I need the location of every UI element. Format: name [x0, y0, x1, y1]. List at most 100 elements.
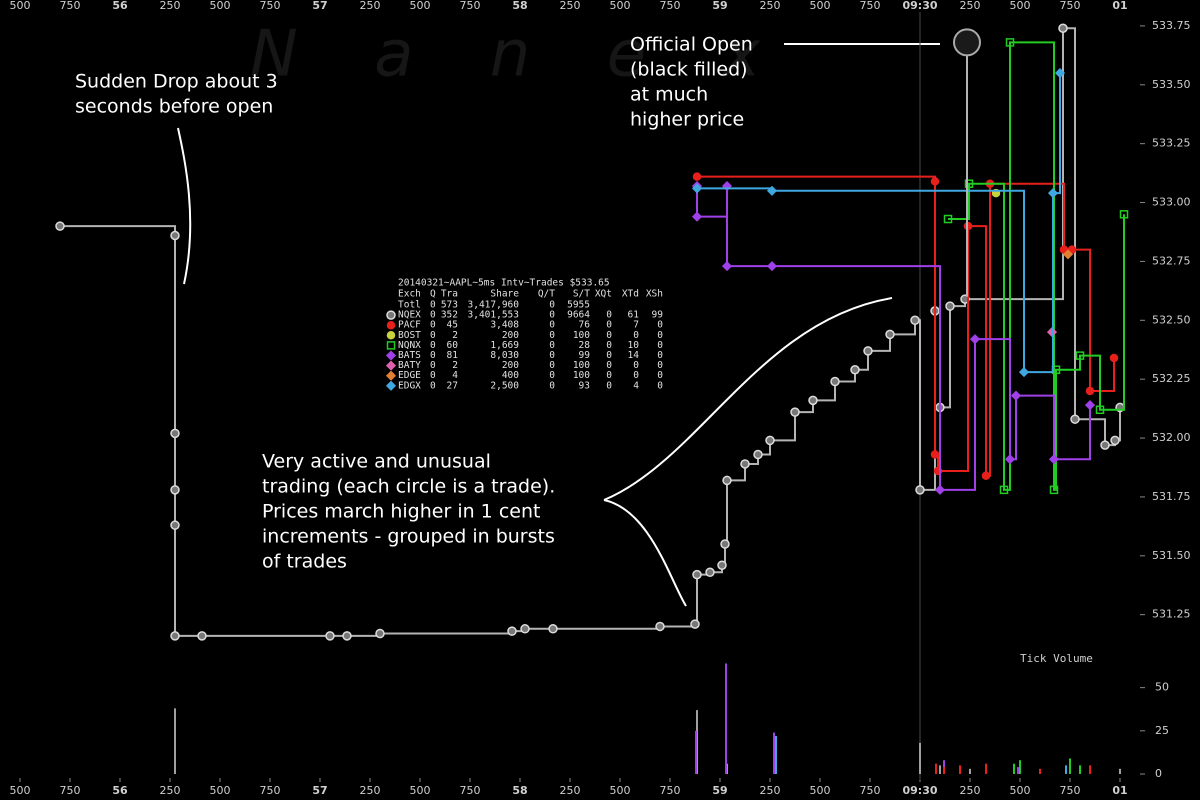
annotation: Official Open [630, 34, 753, 56]
table-header: Q [430, 289, 436, 300]
trade-marker [1005, 38, 1015, 47]
volume-bar [1069, 758, 1071, 774]
x-tick-label-bottom: 750 [260, 784, 281, 797]
trade-marker [1075, 351, 1085, 360]
table-cell: 0 [430, 330, 436, 341]
x-tick-label-top: 57 [312, 0, 327, 12]
trade-marker [1070, 414, 1080, 424]
trade-marker [170, 631, 180, 641]
table-cell: 200 [502, 360, 519, 371]
watermark: N a n e x [250, 18, 788, 92]
table-cell: 0 [657, 370, 663, 381]
y-tick-label: 532.75 [1152, 254, 1191, 267]
trade-line [696, 186, 1091, 491]
x-tick-label-top: 500 [210, 0, 231, 12]
trade-marker [342, 631, 352, 641]
table-cell: 0 [606, 340, 612, 351]
trade-marker [720, 539, 730, 549]
x-tick-label-bottom: 250 [560, 784, 581, 797]
trade-marker [964, 179, 974, 188]
trade-marker [690, 619, 700, 629]
trade-marker [945, 301, 955, 311]
table-cell: 0 [657, 330, 663, 341]
y-tick-label: 532.25 [1152, 372, 1191, 385]
x-tick-label-bottom: 500 [1010, 784, 1031, 797]
table-cell: 2 [452, 360, 458, 371]
annotation: increments - grouped in bursts [262, 526, 555, 548]
table-cell: 0 [606, 380, 612, 391]
table-cell: 2 [452, 330, 458, 341]
volume-tick-label: 0 [1155, 767, 1162, 780]
table-header: Share [490, 289, 519, 300]
trade-marker [325, 631, 335, 641]
trade-marker [1119, 210, 1129, 219]
trade-marker [943, 214, 953, 224]
x-tick-label-top: 750 [60, 0, 81, 12]
trade-marker [1110, 435, 1120, 446]
table-cell: 0 [549, 350, 555, 361]
table-cell: 0 [606, 350, 612, 361]
trade-marker [766, 261, 778, 272]
x-tick-label-bottom: 59 [712, 784, 727, 797]
annotation: seconds before open [75, 96, 273, 118]
x-tick-label-bottom: 750 [660, 784, 681, 797]
table-header: XTd [622, 289, 639, 300]
annotation-arrows [177, 43, 940, 607]
trade-marker [808, 395, 818, 406]
y-tick-label: 531.25 [1152, 608, 1191, 621]
table-cell: 3,408 [490, 320, 519, 331]
trade-line [60, 27, 1121, 637]
table-cell: 0 [606, 310, 612, 321]
trade-line [697, 175, 1115, 477]
official-open-marker [953, 28, 981, 57]
x-tick-label-top: 59 [712, 0, 727, 12]
table-cell: 0 [606, 320, 612, 331]
x-tick-label-top: 01 [1112, 0, 1127, 12]
table-cell: 0 [430, 310, 436, 321]
table-cell: BOST [398, 330, 421, 341]
x-tick-label-top: 58 [512, 0, 527, 12]
table-cell: 0 [430, 370, 436, 381]
table-cell: 14 [628, 350, 640, 361]
trade-marker [1018, 367, 1030, 378]
table-header: XSh [646, 289, 663, 300]
table-cell: 0 [549, 330, 555, 341]
trade-marker [721, 261, 733, 272]
table-cell: NQNX [398, 340, 421, 351]
table-cell: 0 [549, 380, 555, 391]
trade-marker [934, 484, 946, 495]
trade-marker [170, 428, 180, 439]
trade-marker [548, 624, 558, 634]
trade-marker [981, 471, 991, 480]
legend-marker [386, 320, 396, 330]
table-cell: Totl [398, 300, 421, 311]
table-cell: 99 [579, 350, 591, 361]
table-cell: 0 [549, 310, 555, 321]
legend-marker [386, 310, 396, 320]
table-cell: 200 [502, 330, 519, 341]
table-cell: 28 [579, 340, 591, 351]
trade-line [697, 73, 1061, 374]
x-tick-label-bottom: 250 [960, 784, 981, 797]
volume-bar [939, 765, 941, 774]
x-tick-label-bottom: 500 [410, 784, 431, 797]
table-title: 20140321~AAPL~5ms Intv~Trades $533.65 [398, 278, 610, 289]
x-tick-label-bottom: 250 [160, 784, 181, 797]
trade-marker [1054, 67, 1066, 79]
x-tick-label-top: 750 [660, 0, 681, 12]
trade-marker [1048, 454, 1060, 465]
x-tick-label-bottom: 56 [112, 784, 128, 797]
volume-bar [935, 763, 937, 774]
table-header: XQt [595, 289, 612, 300]
trade-marker [1067, 245, 1077, 254]
table-cell: 100 [573, 330, 590, 341]
trade-marker [753, 449, 763, 460]
volume-bar [773, 732, 775, 774]
y-tick-label: 533.25 [1152, 137, 1191, 150]
trade-marker [740, 459, 750, 469]
trade-marker [830, 376, 840, 387]
table-cell: 0 [657, 340, 663, 351]
x-tick-label-bottom: 57 [312, 784, 327, 797]
arrow-drop [177, 127, 192, 285]
table-cell: 61 [628, 310, 640, 321]
